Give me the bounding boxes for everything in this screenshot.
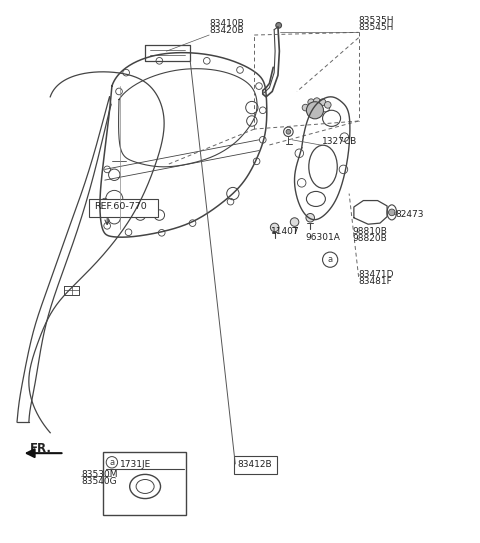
Text: 83410B: 83410B (209, 19, 244, 28)
Text: 83420B: 83420B (209, 26, 244, 35)
FancyBboxPatch shape (103, 452, 186, 515)
Text: 98820B: 98820B (352, 235, 387, 243)
Circle shape (270, 223, 279, 232)
Circle shape (319, 99, 326, 105)
Text: 83540G: 83540G (81, 477, 117, 487)
Text: 83471D: 83471D (359, 270, 394, 280)
Circle shape (276, 22, 281, 28)
Text: 82473: 82473 (396, 210, 424, 219)
Circle shape (388, 209, 395, 216)
Circle shape (308, 99, 314, 105)
Text: a: a (327, 255, 333, 264)
Text: 83535H: 83535H (359, 16, 394, 25)
Text: a: a (109, 458, 114, 467)
Text: 83481F: 83481F (359, 277, 392, 286)
Text: 83412B: 83412B (237, 459, 272, 469)
Text: 83545H: 83545H (359, 23, 394, 32)
Circle shape (290, 218, 299, 226)
Text: REF.60-770: REF.60-770 (94, 201, 146, 211)
Circle shape (286, 129, 291, 134)
Circle shape (302, 104, 309, 111)
FancyBboxPatch shape (234, 456, 276, 474)
Circle shape (306, 102, 324, 119)
Text: 96301A: 96301A (305, 233, 340, 242)
Text: 83530M: 83530M (81, 470, 118, 479)
Text: 1327CB: 1327CB (322, 137, 357, 146)
Circle shape (324, 102, 331, 108)
FancyBboxPatch shape (89, 199, 158, 217)
Text: 11407: 11407 (271, 228, 300, 236)
Text: FR.: FR. (30, 443, 52, 456)
Text: 1731JE: 1731JE (120, 460, 152, 469)
Circle shape (306, 213, 314, 222)
Circle shape (313, 98, 320, 104)
Text: 98810B: 98810B (352, 228, 387, 236)
